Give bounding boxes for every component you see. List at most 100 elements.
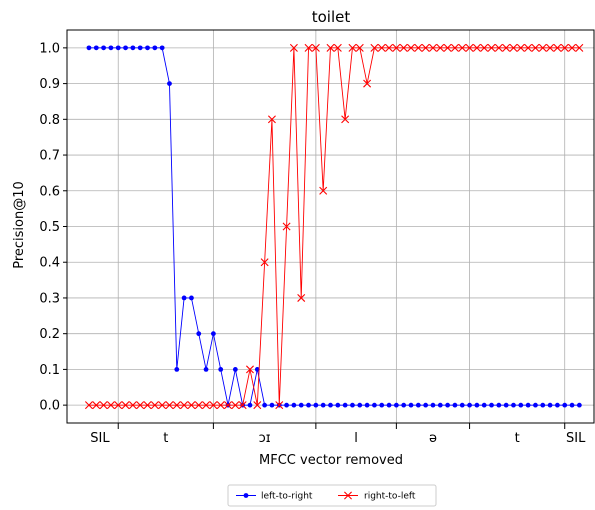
data-point [254,367,260,372]
data-point [436,43,445,52]
data-point [238,401,247,410]
data-point [181,295,187,301]
legend-item-left-to-right: left-to-right [236,492,313,502]
data-point [86,45,92,51]
data-point [533,402,538,408]
data-point [467,402,472,408]
data-point [342,402,348,408]
series-right-to-left [84,43,584,410]
data-point [269,402,275,408]
data-point [245,365,254,374]
data-point [282,222,291,231]
data-point [319,186,328,195]
data-point [289,43,298,52]
legend-label: right-to-left [364,492,416,502]
data-point [108,45,114,51]
data-point [569,402,575,408]
data-point [99,401,108,410]
data-point [93,45,99,51]
y-axis-label: Precision@10 [12,181,27,269]
data-point [187,401,196,410]
data-point [465,43,474,52]
data-point [130,45,136,51]
data-point [509,43,518,52]
data-point [415,402,421,408]
data-point [555,402,560,408]
x-tick-label: t [163,431,168,446]
data-point [101,45,106,51]
data-point [172,401,181,410]
data-point [326,43,335,52]
data-point [450,43,459,52]
data-point [180,401,189,410]
legend-item-right-to-left: right-to-left [338,491,416,502]
data-point [516,43,525,52]
data-point [210,331,216,337]
y-tick-label: 0.0 [39,399,60,414]
chart-title: toilet [312,8,351,26]
data-point [576,402,582,408]
data-point [525,402,531,408]
data-point [203,367,209,372]
x-axis-label: MFCC vector removed [259,453,403,468]
data-point [494,43,503,52]
data-point [311,43,320,52]
data-point [474,402,480,408]
data-point [189,295,194,301]
data-point [152,45,158,51]
data-point [291,402,297,408]
data-point [538,43,547,52]
data-point [502,43,511,52]
data-point [216,401,225,410]
x-tick-label: ɔɪ [259,431,271,446]
data-point [209,401,218,410]
data-point [357,402,363,408]
data-point [84,401,93,410]
y-tick-label: 0.7 [39,149,60,164]
data-point [553,43,562,52]
data-point [328,402,333,408]
data-point [167,81,172,86]
y-tick-label: 0.4 [39,256,60,271]
series-line [88,47,580,406]
data-point [355,43,364,52]
data-point [115,45,121,51]
data-point [297,293,306,302]
data-point [428,43,437,52]
data-point [489,402,494,408]
data-point [421,43,430,52]
data-point [159,45,165,51]
y-tick-label: 0.6 [39,184,60,199]
data-point [518,402,524,408]
data-point [540,402,546,408]
data-point [232,367,238,372]
data-point [298,402,304,408]
data-point [143,401,152,410]
data-point [306,402,311,408]
data-point [128,401,137,410]
data-point [568,43,577,52]
data-point [524,43,533,52]
data-point [560,43,569,52]
data-point [218,367,224,372]
legend-marker [243,493,249,498]
plot-frame [66,29,595,424]
data-point [562,402,568,408]
data-point [459,402,465,408]
data-point [401,402,407,408]
x-axis: SIL t ɔɪ l ə t SIL [90,431,586,446]
data-point [377,43,386,52]
y-tick-label: 0.1 [39,363,60,378]
data-point [350,402,355,408]
y-tick-label: 0.3 [39,291,60,306]
data-point [262,402,268,408]
data-point [313,402,319,408]
phone-boundary-ticks [117,423,566,429]
data-point [430,402,436,408]
data-point [458,43,467,52]
data-point [304,43,313,52]
series-left-to-right [86,45,582,408]
data-point [392,43,401,52]
data-point [407,43,416,52]
data-point [393,402,399,408]
